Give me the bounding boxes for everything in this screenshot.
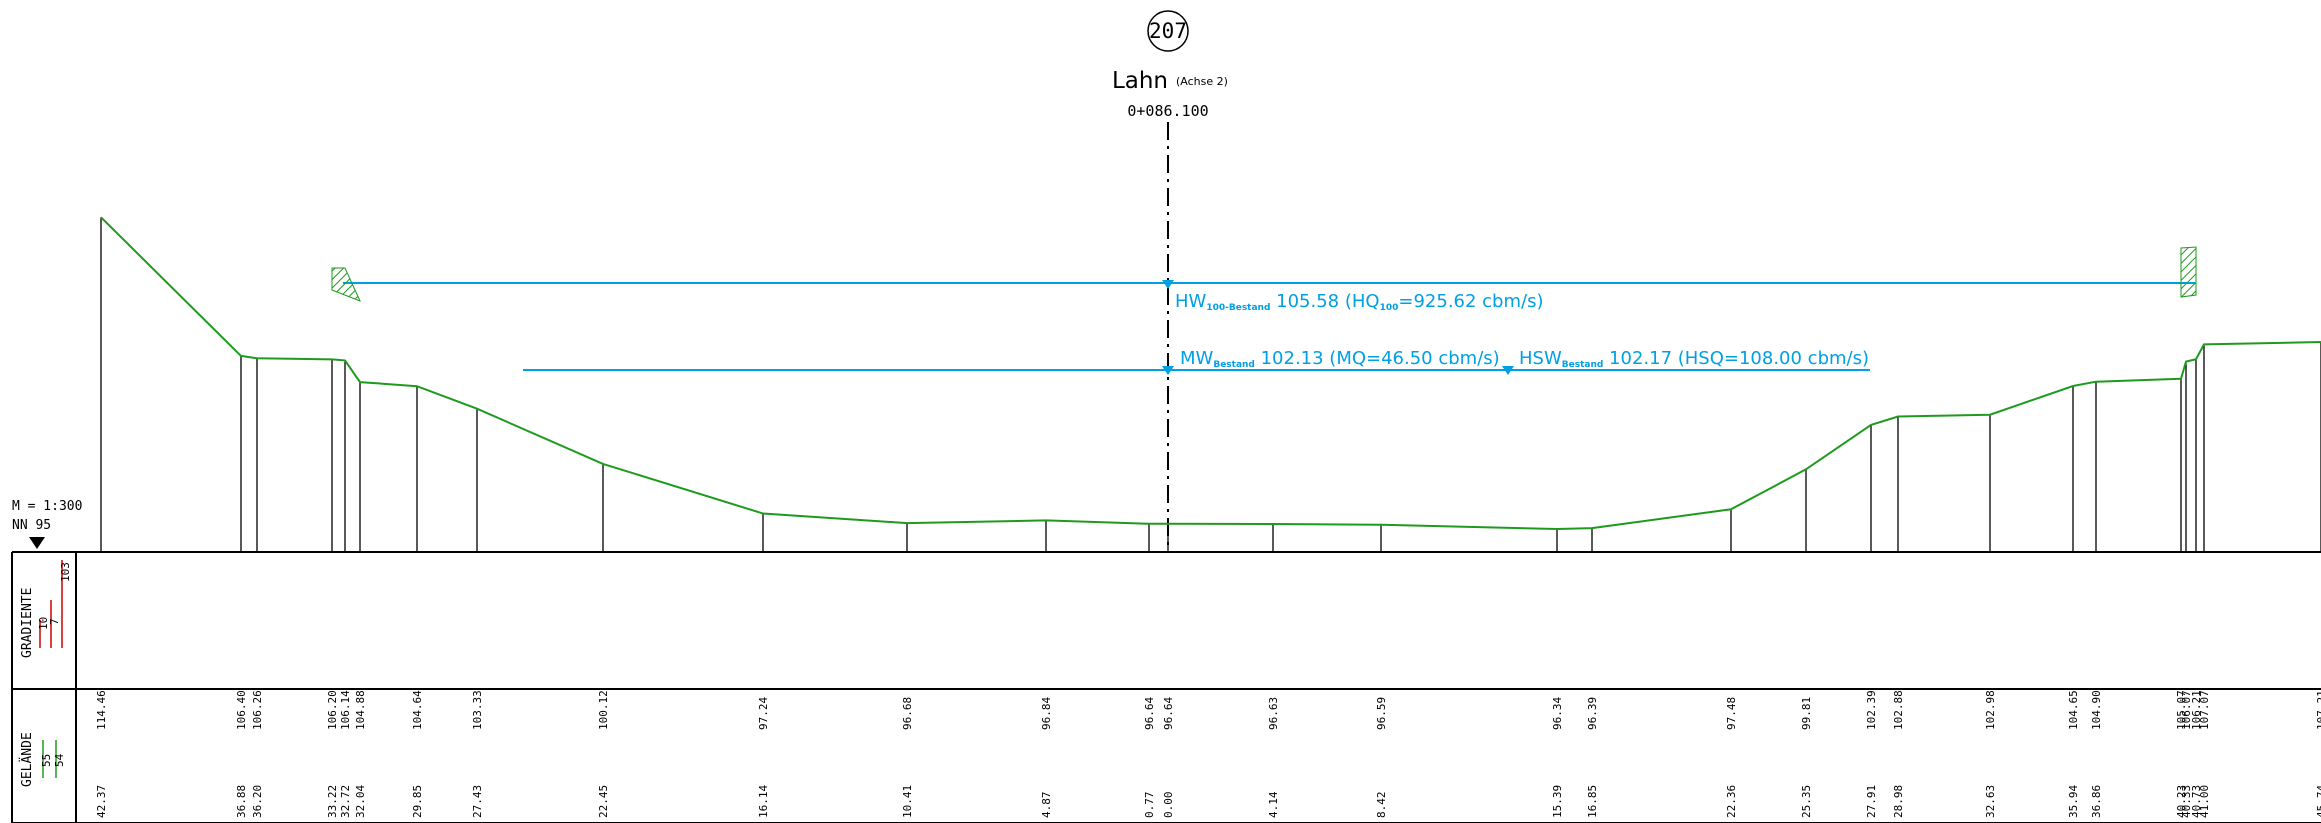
- elevation-value-12: 96.64: [1143, 697, 1156, 730]
- distance-value-5: 32.04: [354, 785, 367, 818]
- distance-value-25: 40.23: [2175, 785, 2188, 818]
- gradiente-legend-1: 10: [37, 617, 50, 630]
- distance-value-20: 27.91: [1865, 785, 1878, 818]
- water-label-hsw: HSWBestand 102.17 (HSQ=108.00 cbm/s): [1519, 348, 1869, 370]
- distance-value-12: 0.77: [1143, 792, 1156, 819]
- elevation-value-25: 105.07: [2175, 690, 2188, 730]
- distance-value-23: 35.94: [2067, 785, 2080, 818]
- elevation-value-15: 96.59: [1375, 697, 1388, 730]
- chainage-label: 0+086.100: [1127, 102, 1208, 120]
- elevation-value-19: 99.81: [1800, 697, 1813, 730]
- band-title-gelaende: GELÄNDE: [19, 732, 35, 787]
- elevation-value-17: 96.39: [1586, 697, 1599, 730]
- water-label-mw: MWBestand 102.13 (MQ=46.50 cbm/s): [1180, 348, 1500, 370]
- distance-value-13: 0.00: [1162, 792, 1175, 819]
- distance-value-9: 16.14: [757, 785, 770, 818]
- station-circle: [1147, 10, 1189, 52]
- river-name: Lahn: [1112, 68, 1168, 94]
- axis-label: (Achse 2): [1176, 75, 1228, 88]
- distance-value-4: 32.72: [339, 785, 352, 818]
- distance-value-2: 36.20: [251, 785, 264, 818]
- distance-value-1: 36.88: [235, 785, 248, 818]
- distance-value-7: 27.43: [471, 785, 484, 818]
- water-label-hw100: HW100-Bestand 105.58 (HQ100=925.62 cbm/s…: [1175, 291, 1543, 313]
- gradiente-legend: 10 7 103: [37, 560, 72, 648]
- elevation-value-24: 104.90: [2090, 690, 2103, 730]
- datum-label: NN 95: [12, 518, 51, 533]
- station-verticals: [100, 217, 2321, 552]
- distance-value-14: 4.14: [1267, 791, 1280, 818]
- elevation-value-2: 106.26: [251, 690, 264, 730]
- elevation-value-11: 96.84: [1040, 697, 1053, 730]
- station-marker: 207 Lahn (Achse 2) 0+086.100: [1112, 10, 1228, 120]
- water-marker-hw-icon: [1162, 280, 1174, 289]
- distance-value-8: 22.45: [597, 785, 610, 818]
- elevation-value-4: 106.14: [339, 690, 352, 730]
- elevation-value-6: 104.64: [411, 690, 424, 730]
- water-marker-mw-icon: [1162, 366, 1174, 375]
- elevation-value-5: 104.88: [354, 690, 367, 730]
- station-number: 207: [1149, 19, 1187, 43]
- elevation-value-22: 102.98: [1984, 690, 1997, 730]
- elevation-value-3: 106.20: [326, 690, 339, 730]
- gelaende-legend: 55 54: [40, 740, 66, 778]
- elevation-value-29: 107.21: [2315, 690, 2321, 730]
- elevation-value-28: 107.07: [2198, 690, 2211, 730]
- distance-value-0: 42.37: [95, 785, 108, 818]
- distance-value-21: 28.98: [1892, 785, 1905, 818]
- water-marker-hsw-icon: [1502, 366, 1514, 375]
- band-title-gradiente: GRADIENTE: [20, 588, 35, 658]
- distance-value-26: 40.33: [2180, 785, 2193, 818]
- elevation-value-10: 96.68: [901, 697, 914, 730]
- gelaende-values: 114.46 42.37 106.40 36.88 106.26 36.20 106.20 3…: [95, 690, 2321, 818]
- distance-value-10: 10.41: [901, 785, 914, 818]
- elevation-value-0: 114.46: [95, 690, 108, 730]
- revetment-left: [331, 267, 361, 302]
- gelaende-legend-1: 55: [40, 754, 53, 767]
- elevation-value-23: 104.65: [2067, 690, 2080, 730]
- elevation-value-27: 106.21: [2190, 690, 2203, 730]
- gradiente-legend-3: 103: [59, 562, 72, 582]
- distance-value-6: 29.85: [411, 785, 424, 818]
- distance-value-24: 36.86: [2090, 785, 2103, 818]
- gradiente-legend-2: 7: [48, 618, 61, 625]
- elevation-value-20: 102.39: [1865, 690, 1878, 730]
- distance-value-27: 40.73: [2190, 785, 2203, 818]
- distance-value-29: 45.74: [2315, 785, 2321, 818]
- elevation-value-7: 103.33: [471, 690, 484, 730]
- revetment-right: [2180, 246, 2197, 298]
- scale-label: M = 1:300: [12, 499, 82, 514]
- distance-value-19: 25.35: [1800, 785, 1813, 818]
- elevation-value-21: 102.88: [1892, 690, 1905, 730]
- distance-value-16: 15.39: [1551, 785, 1564, 818]
- elevation-value-13: 96.64: [1162, 697, 1175, 730]
- distance-value-18: 22.36: [1725, 785, 1738, 818]
- distance-value-15: 8.42: [1375, 792, 1388, 819]
- distance-value-28: 41.00: [2198, 785, 2211, 818]
- distance-value-22: 32.63: [1984, 785, 1997, 818]
- elevation-value-8: 100.12: [597, 690, 610, 730]
- band-table: [11, 551, 2321, 823]
- elevation-value-26: 106.07: [2180, 690, 2193, 730]
- elevation-value-14: 96.63: [1267, 697, 1280, 730]
- distance-value-11: 4.87: [1040, 792, 1053, 819]
- distance-value-17: 16.85: [1586, 785, 1599, 818]
- terrain-profile: [100, 216, 2321, 531]
- datum-triangle-icon: [29, 537, 45, 549]
- elevation-value-1: 106.40: [235, 690, 248, 730]
- elevation-value-18: 97.48: [1725, 697, 1738, 730]
- elevation-value-16: 96.34: [1551, 697, 1564, 730]
- gelaende-legend-2: 54: [53, 753, 66, 767]
- elevation-value-9: 97.24: [757, 697, 770, 730]
- distance-value-3: 33.22: [326, 785, 339, 818]
